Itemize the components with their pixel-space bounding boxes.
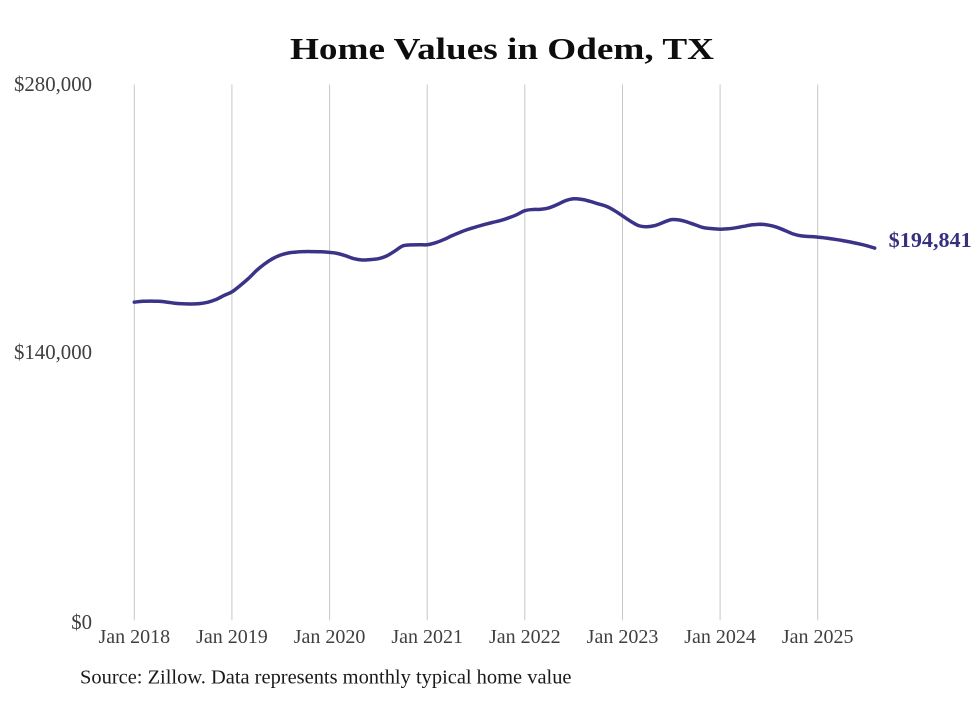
svg-text:$0: $0 [71,611,92,634]
svg-text:Jan 2021: Jan 2021 [391,626,463,648]
svg-text:Jan 2022: Jan 2022 [489,626,561,648]
svg-text:Jan 2023: Jan 2023 [587,626,659,648]
svg-text:$140,000: $140,000 [14,341,92,364]
svg-text:Home Values in Odem, TX: Home Values in Odem, TX [290,31,715,66]
svg-text:Jan 2018: Jan 2018 [98,626,170,648]
svg-text:Jan 2019: Jan 2019 [196,626,268,648]
svg-text:$280,000: $280,000 [14,73,92,96]
svg-text:Source: Zillow. Data represent: Source: Zillow. Data represents monthly … [80,667,572,689]
svg-text:$194,841: $194,841 [889,228,972,252]
svg-text:Jan 2020: Jan 2020 [294,626,366,648]
svg-text:Jan 2025: Jan 2025 [782,626,854,648]
svg-text:Jan 2024: Jan 2024 [684,626,756,648]
